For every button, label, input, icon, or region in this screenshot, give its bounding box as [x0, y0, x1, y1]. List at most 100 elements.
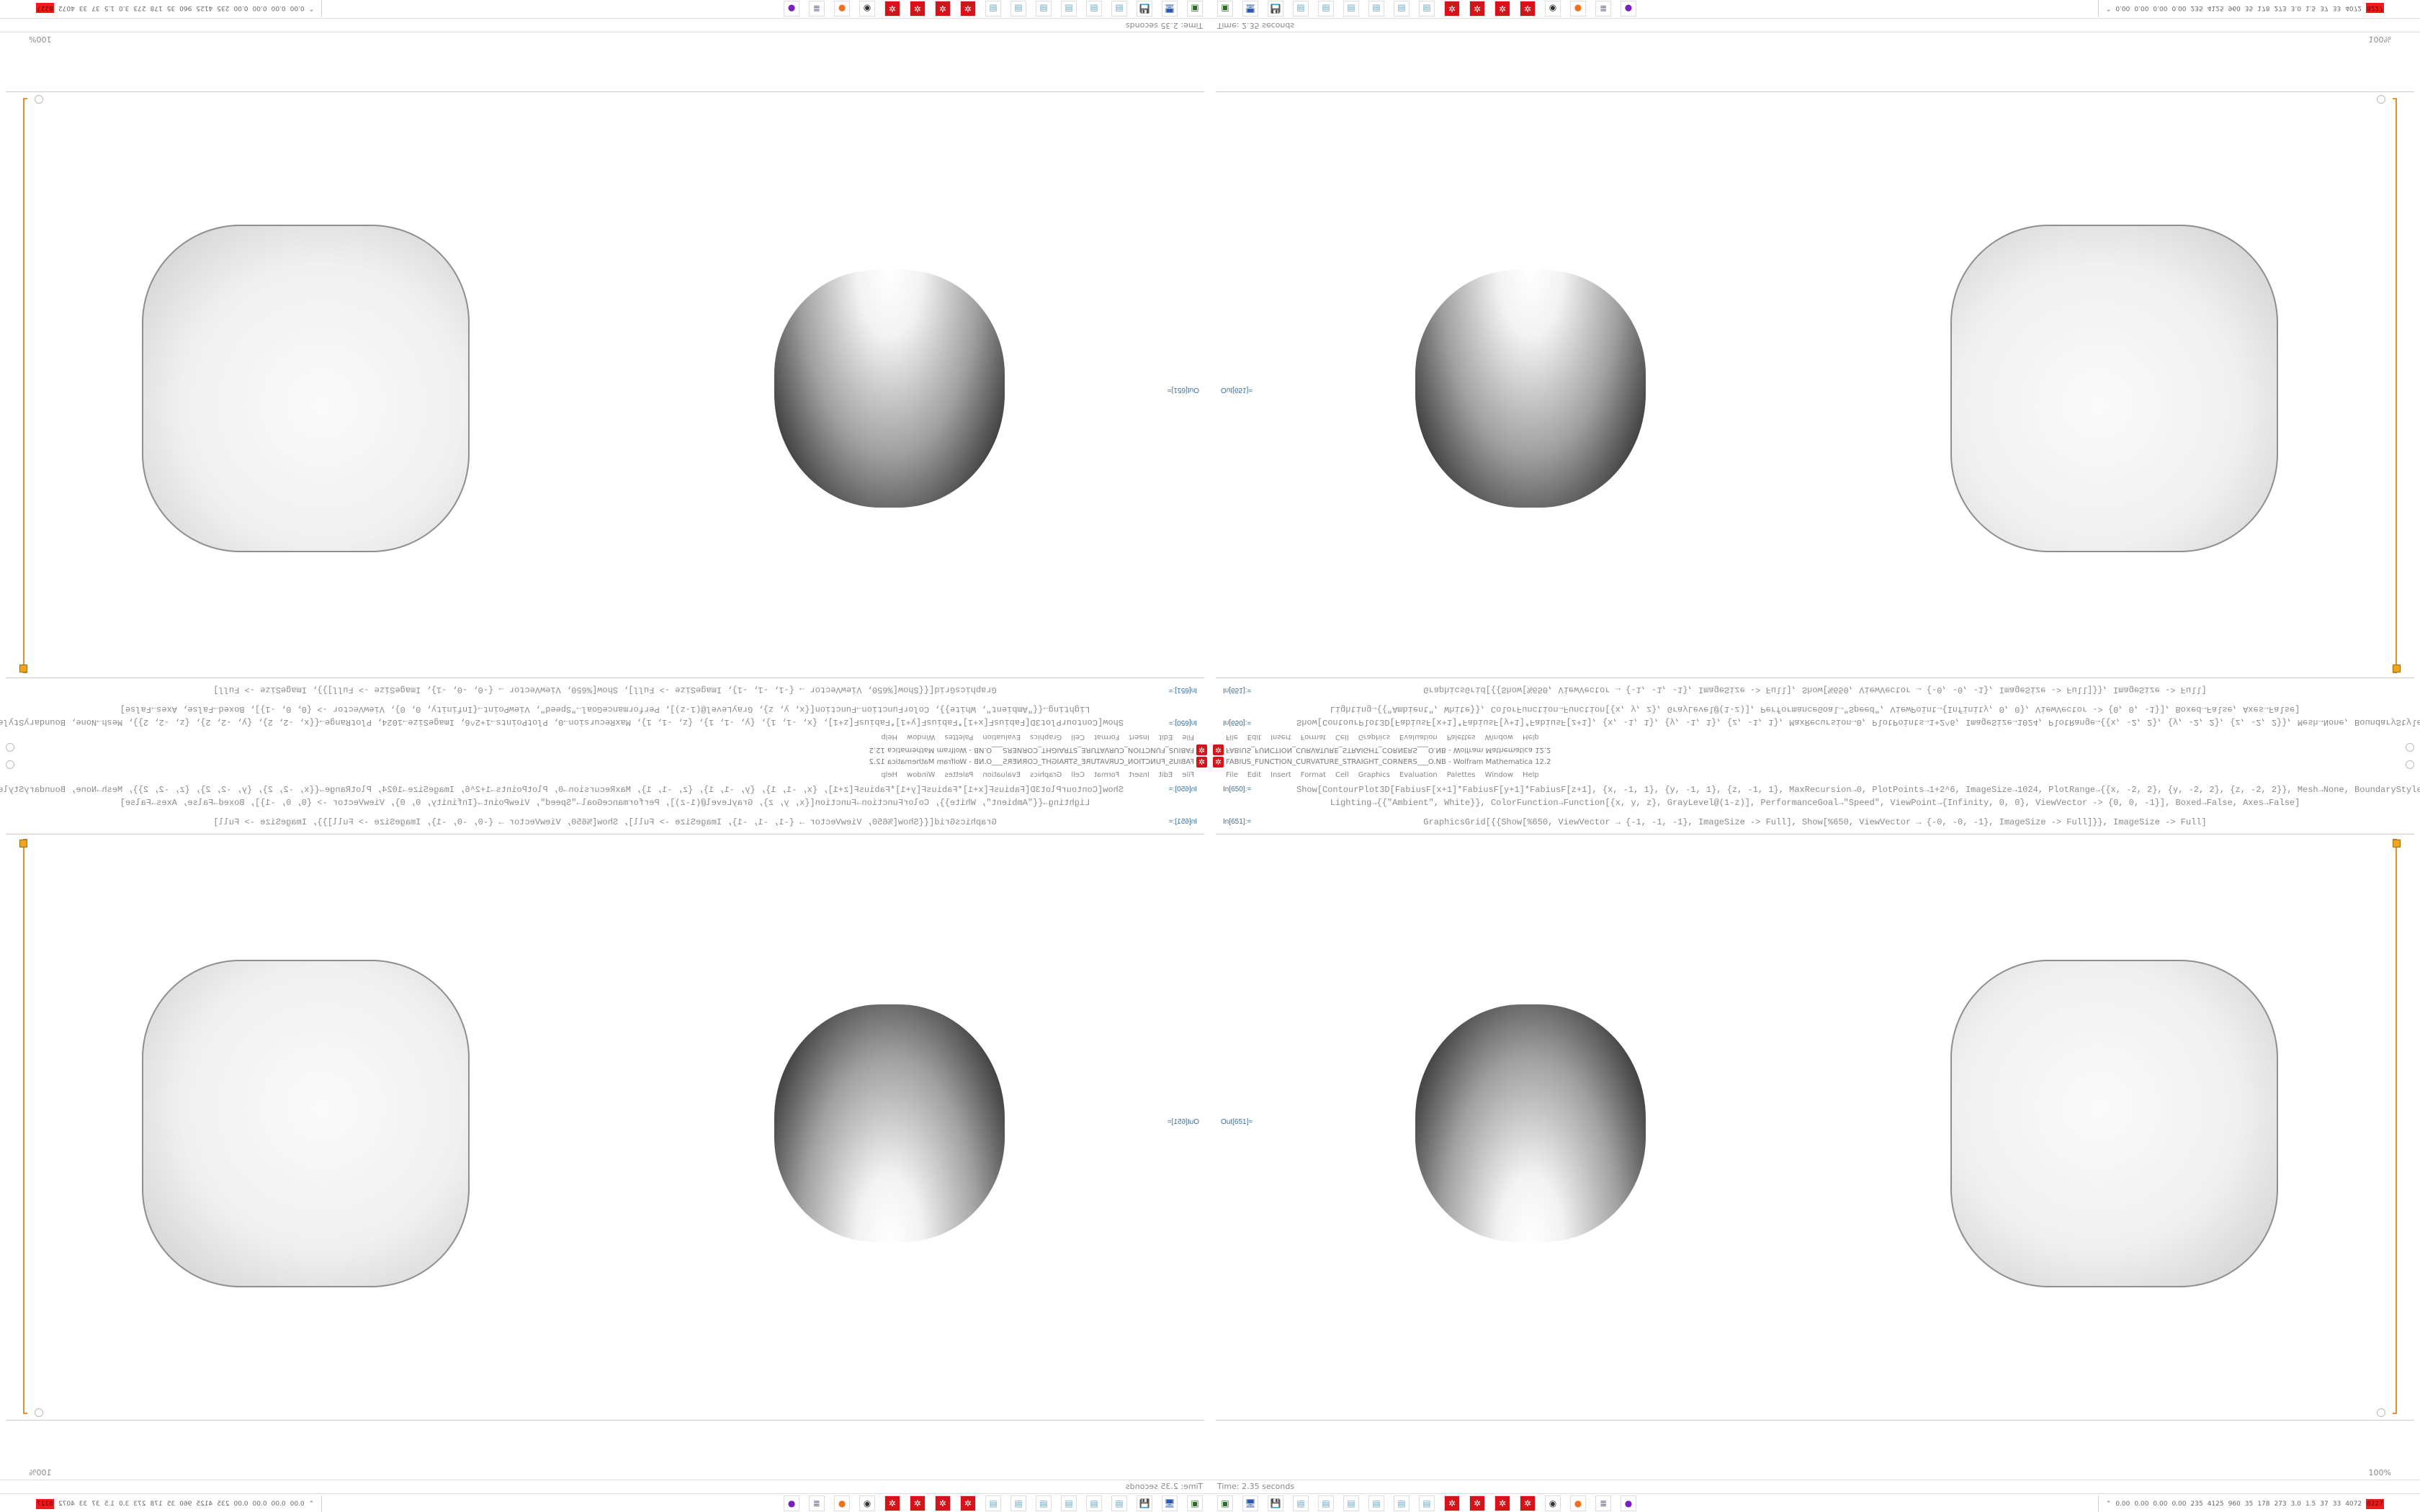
- menu-palettes[interactable]: Palettes: [944, 770, 974, 779]
- webcam-icon[interactable]: ◉: [859, 1, 875, 17]
- notepad-icon[interactable]: ▤: [1293, 1495, 1309, 1511]
- menu-graphics[interactable]: Graphics: [1030, 733, 1062, 742]
- notepad-icon[interactable]: ▤: [1394, 1495, 1410, 1511]
- menu-cell[interactable]: Cell: [1335, 770, 1349, 779]
- notepad-icon[interactable]: ▤: [1111, 1495, 1127, 1511]
- notepad-icon[interactable]: ▤: [985, 1495, 1001, 1511]
- expand-chevron-icon[interactable]: ⌃: [2105, 1500, 2112, 1508]
- notepad-icon[interactable]: ▤: [1419, 1, 1435, 17]
- expand-chevron-icon[interactable]: ⌃: [2105, 4, 2112, 12]
- document-scroll-icon[interactable]: ≣: [1595, 1, 1611, 17]
- notepad-icon[interactable]: ▤: [1036, 1, 1052, 17]
- resize-handle[interactable]: [35, 95, 43, 104]
- notepad-icon[interactable]: ▤: [1419, 1495, 1435, 1511]
- firefox-icon[interactable]: ●: [834, 1, 850, 17]
- menu-help[interactable]: Help: [1522, 733, 1539, 742]
- menu-palettes[interactable]: Palettes: [1446, 770, 1476, 779]
- resize-handle[interactable]: [2377, 95, 2385, 104]
- menu-window[interactable]: Window: [907, 770, 936, 779]
- menu-cell[interactable]: Cell: [1071, 770, 1085, 779]
- monitor-icon[interactable]: 🖥: [1162, 1495, 1178, 1511]
- webcam-icon[interactable]: ◉: [859, 1495, 875, 1511]
- mathematica-icon[interactable]: ✲: [1520, 1, 1536, 17]
- floppy-64-icon[interactable]: 💾: [1137, 1, 1152, 17]
- menu-graphics[interactable]: Graphics: [1358, 733, 1390, 742]
- mathematica-icon[interactable]: ✲: [935, 1, 951, 17]
- purple-owl-icon[interactable]: ●: [1621, 1495, 1636, 1511]
- purple-owl-icon[interactable]: ●: [1621, 1, 1636, 17]
- monitor-icon[interactable]: 🖥: [1242, 1, 1258, 17]
- notepad-icon[interactable]: ▤: [1111, 1, 1127, 17]
- input-cell-651[interactable]: GraphicsGrid[{{Show[%650, ViewVector → {…: [86, 816, 1124, 829]
- zoom-level[interactable]: 100%: [2368, 35, 2391, 44]
- menu-help[interactable]: Help: [881, 770, 898, 779]
- scroll-up-button[interactable]: [2406, 743, 2414, 752]
- floppy-64-icon[interactable]: 💾: [1268, 1495, 1283, 1511]
- floppy-64-icon[interactable]: 💾: [1268, 1, 1283, 17]
- mathematica-icon[interactable]: ✲: [960, 1495, 976, 1511]
- purple-owl-icon[interactable]: ●: [784, 1495, 799, 1511]
- green-drive-icon[interactable]: ▣: [1217, 1, 1233, 17]
- notepad-icon[interactable]: ▤: [1061, 1, 1077, 17]
- notepad-icon[interactable]: ▤: [1293, 1, 1309, 17]
- input-cell-650[interactable]: Show[ContourPlot3D[FabiusF[x+1]*FabiusF[…: [1296, 783, 2420, 809]
- resize-handle[interactable]: [35, 1408, 43, 1417]
- purple-owl-icon[interactable]: ●: [784, 1, 799, 17]
- floppy-64-icon[interactable]: 💾: [1137, 1495, 1152, 1511]
- menu-edit[interactable]: Edit: [1247, 770, 1262, 779]
- zoom-level[interactable]: 100%: [29, 1468, 52, 1477]
- document-scroll-icon[interactable]: ≣: [809, 1495, 825, 1511]
- menu-file[interactable]: File: [1226, 770, 1238, 779]
- mathematica-icon[interactable]: ✲: [1469, 1495, 1485, 1511]
- notepad-icon[interactable]: ▤: [1343, 1, 1359, 17]
- mathematica-icon[interactable]: ✲: [1469, 1, 1485, 17]
- menu-edit[interactable]: Edit: [1158, 770, 1173, 779]
- menu-help[interactable]: Help: [1522, 770, 1539, 779]
- mathematica-icon[interactable]: ✲: [1494, 1495, 1510, 1511]
- menu-file[interactable]: File: [1226, 733, 1238, 742]
- document-scroll-icon[interactable]: ≣: [1595, 1495, 1611, 1511]
- notepad-icon[interactable]: ▤: [1318, 1495, 1334, 1511]
- expand-chevron-icon[interactable]: ⌃: [308, 4, 315, 12]
- menu-insert[interactable]: Insert: [1129, 770, 1150, 779]
- menu-file[interactable]: File: [1182, 770, 1194, 779]
- menu-evaluation[interactable]: Evaluation: [982, 733, 1021, 742]
- notepad-icon[interactable]: ▤: [1010, 1, 1026, 17]
- notepad-icon[interactable]: ▤: [1036, 1495, 1052, 1511]
- menu-graphics[interactable]: Graphics: [1030, 770, 1062, 779]
- menu-cell[interactable]: Cell: [1071, 733, 1085, 742]
- menu-edit[interactable]: Edit: [1158, 733, 1173, 742]
- cell-bracket[interactable]: [23, 839, 27, 1414]
- menu-window[interactable]: Window: [1484, 770, 1513, 779]
- scroll-up-button[interactable]: [6, 743, 14, 752]
- menu-evaluation[interactable]: Evaluation: [982, 770, 1021, 779]
- webcam-icon[interactable]: ◉: [1545, 1, 1561, 17]
- expand-chevron-icon[interactable]: ⌃: [308, 1500, 315, 1508]
- mathematica-icon[interactable]: ✲: [1444, 1495, 1460, 1511]
- input-cell-651[interactable]: GraphicsGrid[{{Show[%650, ViewVector → {…: [1296, 816, 2334, 829]
- resize-handle[interactable]: [2377, 1408, 2385, 1417]
- menu-help[interactable]: Help: [881, 733, 898, 742]
- menu-file[interactable]: File: [1182, 733, 1194, 742]
- notepad-icon[interactable]: ▤: [1086, 1, 1102, 17]
- monitor-icon[interactable]: 🖥: [1162, 1, 1178, 17]
- input-cell-651[interactable]: GraphicsGrid[{{Show[%650, ViewVector → {…: [86, 683, 1124, 696]
- menu-evaluation[interactable]: Evaluation: [1399, 770, 1438, 779]
- mathematica-icon[interactable]: ✲: [1520, 1495, 1536, 1511]
- menu-format[interactable]: Format: [1300, 733, 1327, 742]
- firefox-icon[interactable]: ●: [834, 1495, 850, 1511]
- notepad-icon[interactable]: ▤: [1010, 1495, 1026, 1511]
- notepad-icon[interactable]: ▤: [1368, 1, 1384, 17]
- notepad-icon[interactable]: ▤: [1061, 1495, 1077, 1511]
- menu-evaluation[interactable]: Evaluation: [1399, 733, 1438, 742]
- firefox-icon[interactable]: ●: [1570, 1495, 1586, 1511]
- document-scroll-icon[interactable]: ≣: [809, 1, 825, 17]
- notepad-icon[interactable]: ▤: [1318, 1, 1334, 17]
- mathematica-icon[interactable]: ✲: [910, 1495, 926, 1511]
- menu-graphics[interactable]: Graphics: [1358, 770, 1390, 779]
- cell-bracket[interactable]: [2393, 839, 2397, 1414]
- menu-insert[interactable]: Insert: [1129, 733, 1150, 742]
- mathematica-icon[interactable]: ✲: [910, 1, 926, 17]
- input-cell-650[interactable]: Show[ContourPlot3D[FabiusF[x+1]*FabiusF[…: [1296, 703, 2420, 729]
- menu-format[interactable]: Format: [1093, 770, 1120, 779]
